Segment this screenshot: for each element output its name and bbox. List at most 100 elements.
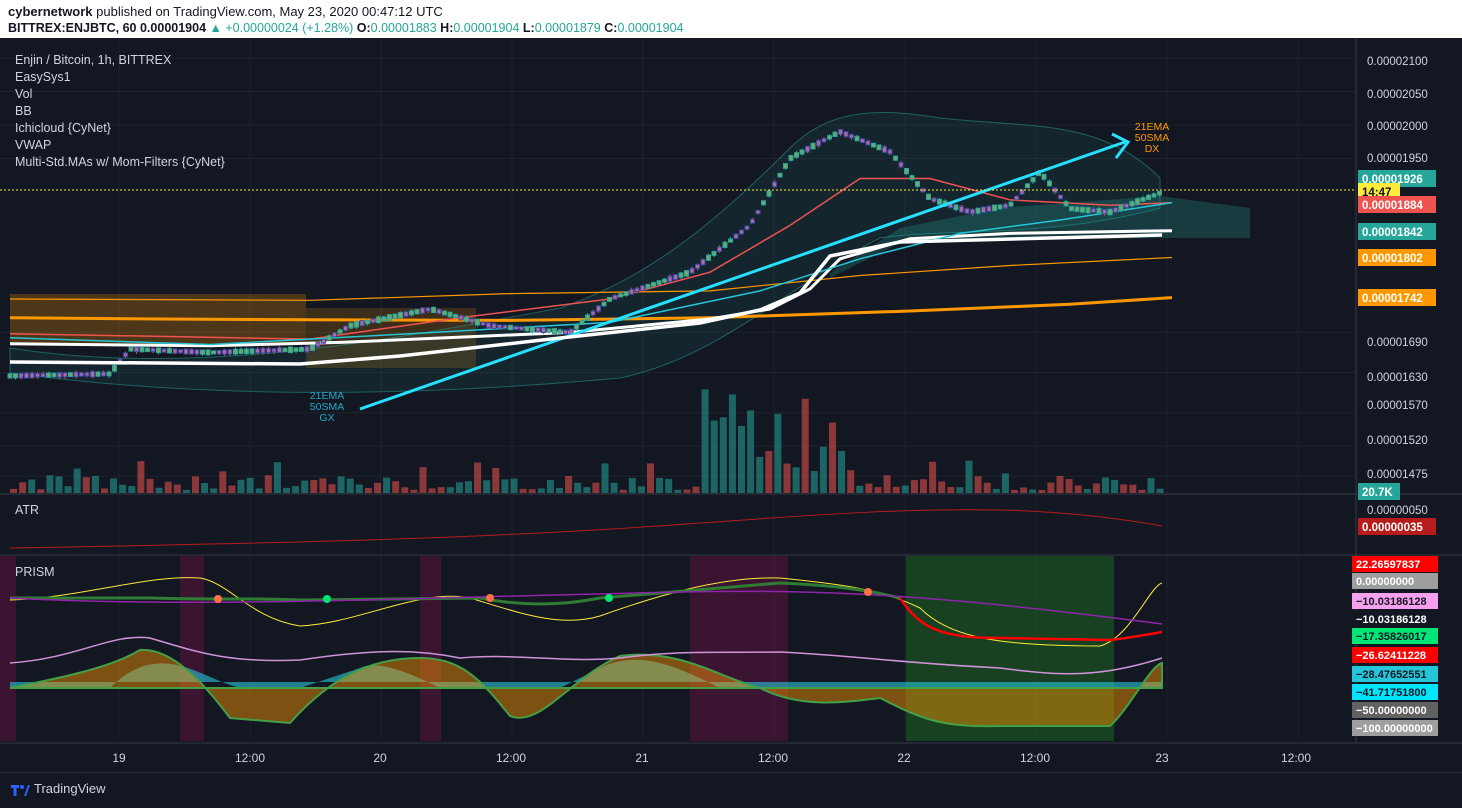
candle-body [68, 372, 73, 378]
legend-item[interactable]: Multi-Std.MAs w/ Mom-Filters {CyNet} [15, 155, 225, 169]
chart-area[interactable]: 21EMA 50SMA GX 21EMA 50SMA DX 0.00002100 0.0000… [0, 38, 1462, 772]
candle-body [161, 348, 167, 353]
candle-body [860, 138, 865, 144]
prism-badge-label: −41.71751800 [1356, 687, 1427, 699]
legend-title[interactable]: Enjin / Bitcoin, 1h, BITTREX [15, 53, 172, 67]
prism-badge [1352, 628, 1438, 644]
volume-bar [392, 481, 400, 493]
author-name[interactable]: cybernetwork [8, 4, 93, 19]
candle-body [79, 372, 84, 377]
footer-bar: TradingView [0, 772, 1462, 808]
legend-item[interactable]: BB [15, 104, 32, 118]
candle-body [585, 314, 590, 322]
chart-canvas[interactable]: 21EMA50SMAGX21EMA50SMADX0.000021000.0000… [0, 38, 1462, 772]
volume-bar [601, 463, 609, 493]
prism-badge-label: 0.00000000 [1356, 576, 1414, 588]
candle-body [997, 204, 1003, 210]
volume-bar [346, 478, 354, 493]
candle-body [744, 225, 750, 230]
time-tick-label: 21 [635, 751, 649, 765]
prism-badge [1352, 720, 1438, 736]
candle-body [354, 321, 359, 328]
candle-body [1151, 193, 1157, 198]
candle-body [46, 372, 51, 378]
volume-bar [146, 478, 154, 493]
price-badge-label: 20.7K [1362, 487, 1393, 499]
volume-bar [956, 487, 964, 493]
volume-bar [492, 467, 500, 493]
candle-body [101, 371, 106, 377]
candle-body [139, 347, 145, 353]
volume-bar [965, 460, 973, 493]
candle-body [909, 175, 915, 180]
candle-body [733, 233, 739, 239]
volume-bar [519, 488, 527, 493]
volume-bar [501, 479, 509, 493]
signal-dot [864, 588, 872, 596]
volume-bar [428, 488, 436, 493]
volume-bar [728, 394, 736, 493]
legend-item[interactable]: VWAP [15, 138, 52, 152]
volume-bar [710, 420, 718, 493]
volume-bar [838, 450, 846, 493]
volume-bar [938, 481, 946, 493]
candle-body [73, 371, 79, 378]
time-tick-label: 12:00 [235, 751, 265, 765]
volume-bar [1074, 485, 1082, 493]
candle-body [1069, 206, 1074, 212]
candle-body [1047, 180, 1052, 187]
candle-body [392, 313, 398, 320]
legend-item[interactable]: EasySys1 [15, 70, 71, 84]
volume-bar [1102, 477, 1109, 493]
volume-bar [556, 488, 563, 493]
candle-body [310, 344, 315, 351]
arrow-head [1111, 132, 1131, 159]
volume-bar [1038, 489, 1046, 493]
candle-body [541, 327, 546, 334]
signal-dot [605, 594, 613, 602]
tradingview-brand[interactable]: TradingView [34, 781, 106, 796]
publish-info: published on TradingView.com, May 23, 20… [96, 4, 443, 19]
volume-bar [574, 482, 582, 493]
chart-header: cybernetwork published on TradingView.co… [0, 0, 1462, 38]
atr-pane-label[interactable]: ATR [15, 503, 40, 517]
candle-body [18, 372, 24, 379]
candle-body [123, 352, 128, 358]
candle-body [1058, 194, 1063, 200]
prism-badge [1352, 702, 1438, 718]
time-tick-label: 12:00 [496, 751, 526, 765]
tradingview-logo-icon [11, 785, 30, 796]
vwap-highlight [9, 233, 1163, 366]
candle-body [667, 275, 673, 283]
volume-bar [437, 487, 445, 493]
candle-body [24, 372, 29, 379]
prism-momentum [9, 648, 1163, 728]
candle-body [981, 206, 986, 214]
price-badge [1358, 170, 1436, 187]
candle-body [1091, 208, 1096, 213]
volume-bar [328, 484, 336, 493]
volume-bar [929, 461, 937, 493]
series-sma50 [9, 201, 1173, 346]
volume-bar [82, 477, 90, 493]
candle-body [387, 314, 392, 321]
candle-body [156, 347, 161, 354]
prism-pane-label[interactable]: PRISM [15, 565, 55, 579]
candle-body [112, 365, 117, 372]
candle-body [29, 372, 35, 379]
candle-body [640, 285, 645, 291]
volume-bar [474, 462, 482, 493]
low-value: 0.00001879 [534, 21, 601, 35]
volume-bar [292, 486, 300, 493]
prism-badge-label: −28.47652551 [1356, 669, 1427, 681]
legend-item[interactable]: Vol [15, 87, 33, 101]
prism-histogram [10, 659, 1162, 688]
candle-body [1030, 176, 1036, 183]
price-badge-label: 0.00001742 [1362, 293, 1423, 305]
volume-bar [756, 456, 764, 493]
candle-body [772, 181, 777, 188]
time-tick-label: 12:00 [758, 751, 788, 765]
candle-body [282, 347, 288, 353]
legend-item[interactable]: Ichicloud {CyNet} [15, 121, 111, 135]
atr-badge-label: 0.00000035 [1362, 522, 1423, 534]
